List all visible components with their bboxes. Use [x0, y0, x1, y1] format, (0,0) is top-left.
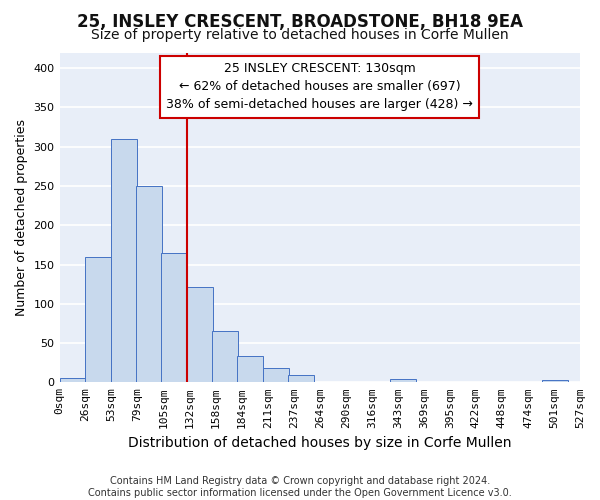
Bar	[212, 332, 238, 382]
Bar	[263, 368, 289, 382]
Bar	[390, 379, 416, 382]
Bar	[110, 139, 137, 382]
Bar	[85, 256, 110, 382]
Bar	[542, 380, 568, 382]
Text: Contains HM Land Registry data © Crown copyright and database right 2024.
Contai: Contains HM Land Registry data © Crown c…	[88, 476, 512, 498]
Y-axis label: Number of detached properties: Number of detached properties	[15, 119, 28, 316]
Bar	[161, 252, 187, 382]
Bar	[187, 286, 213, 382]
X-axis label: Distribution of detached houses by size in Corfe Mullen: Distribution of detached houses by size …	[128, 436, 512, 450]
Bar	[237, 356, 263, 382]
Text: 25, INSLEY CRESCENT, BROADSTONE, BH18 9EA: 25, INSLEY CRESCENT, BROADSTONE, BH18 9E…	[77, 12, 523, 30]
Bar	[136, 186, 162, 382]
Bar	[59, 378, 86, 382]
Bar	[288, 375, 314, 382]
Text: 25 INSLEY CRESCENT: 130sqm
← 62% of detached houses are smaller (697)
38% of sem: 25 INSLEY CRESCENT: 130sqm ← 62% of deta…	[166, 62, 473, 112]
Text: Size of property relative to detached houses in Corfe Mullen: Size of property relative to detached ho…	[91, 28, 509, 42]
